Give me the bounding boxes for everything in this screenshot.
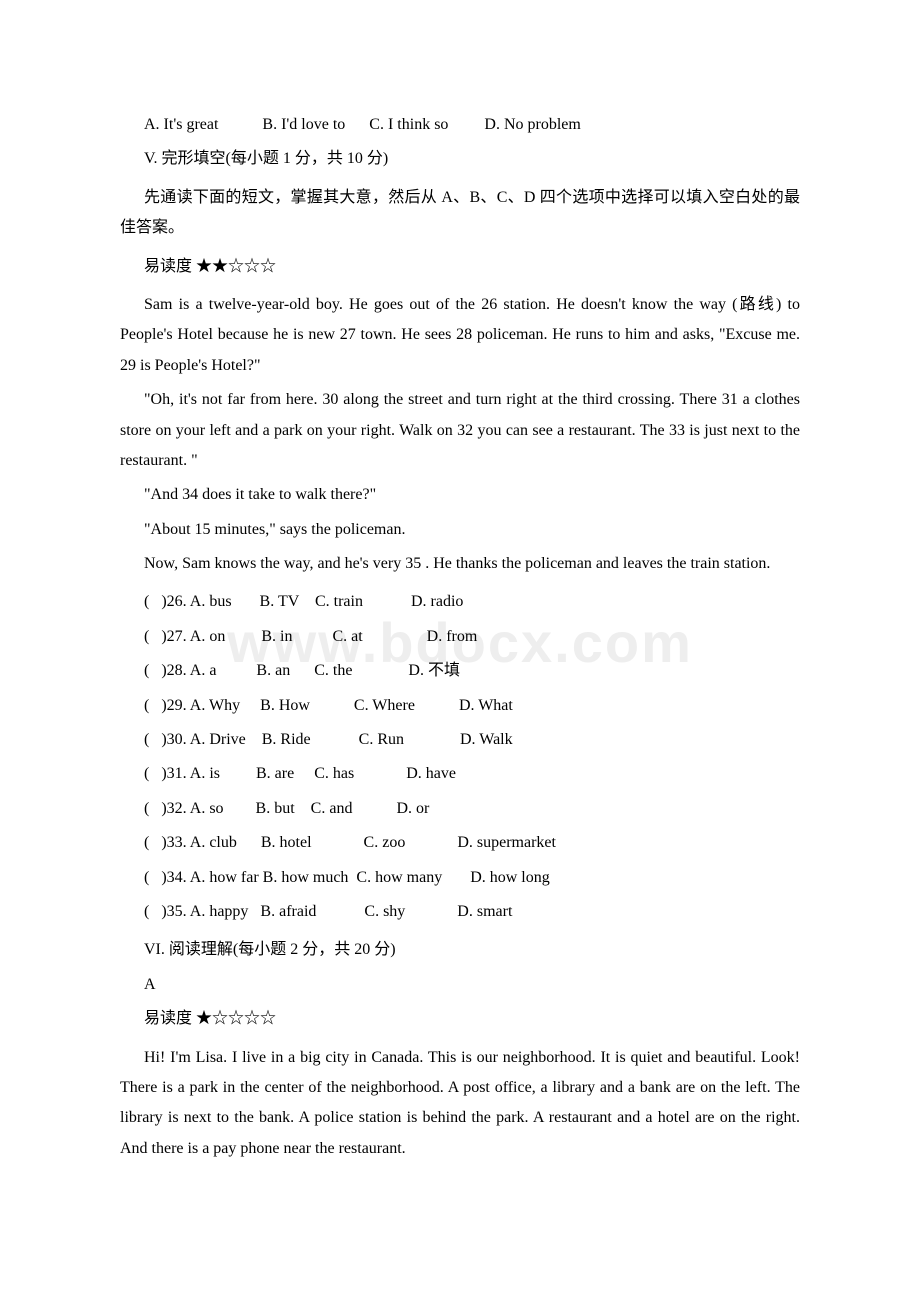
cloze-para-2: "Oh, it's not far from here. 30 along th…: [120, 385, 800, 476]
cloze-para-3: "And 34 does it take to walk there?": [120, 480, 800, 510]
cloze-para-5: Now, Sam knows the way, and he's very 35…: [120, 549, 800, 579]
section-vi-difficulty: 易读度 ★☆☆☆☆: [120, 1004, 800, 1034]
opt-b: B. I'd love to: [262, 116, 345, 133]
question-31: ( )31. A. is B. are C. has D. have: [120, 759, 800, 789]
opt-a: A. It's great: [144, 116, 218, 133]
question-30: ( )30. A. Drive B. Ride C. Run D. Walk: [120, 725, 800, 755]
document-content: A. It's great B. I'd love to C. I think …: [120, 110, 800, 1164]
opt-c: C. I think so: [369, 116, 448, 133]
question-26: ( )26. A. bus B. TV C. train D. radio: [120, 587, 800, 617]
question-32: ( )32. A. so B. but C. and D. or: [120, 794, 800, 824]
question-28: ( )28. A. a B. an C. the D. 不填: [120, 656, 800, 686]
opt-d: D. No problem: [484, 116, 580, 133]
section-v-instruction: 先通读下面的短文，掌握其大意，然后从 A、B、C、D 四个选项中选择可以填入空白…: [120, 183, 800, 244]
cloze-para-1: Sam is a twelve-year-old boy. He goes ou…: [120, 290, 800, 381]
question-27: ( )27. A. on B. in C. at D. from: [120, 622, 800, 652]
cloze-para-4: "About 15 minutes," says the policeman.: [120, 515, 800, 545]
question-33: ( )33. A. club B. hotel C. zoo D. superm…: [120, 828, 800, 858]
question-34: ( )34. A. how far B. how much C. how man…: [120, 863, 800, 893]
section-v-difficulty: 易读度 ★★☆☆☆: [120, 252, 800, 282]
section-vi-part-a: A: [120, 970, 800, 1000]
question-35: ( )35. A. happy B. afraid C. shy D. smar…: [120, 897, 800, 927]
section-vi-header: VI. 阅读理解(每小题 2 分，共 20 分): [120, 935, 800, 965]
section-v-header: V. 完形填空(每小题 1 分，共 10 分): [120, 144, 800, 174]
top-question-options: A. It's great B. I'd love to C. I think …: [120, 110, 800, 140]
question-29: ( )29. A. Why B. How C. Where D. What: [120, 691, 800, 721]
reading-para-1: Hi! I'm Lisa. I live in a big city in Ca…: [120, 1043, 800, 1165]
